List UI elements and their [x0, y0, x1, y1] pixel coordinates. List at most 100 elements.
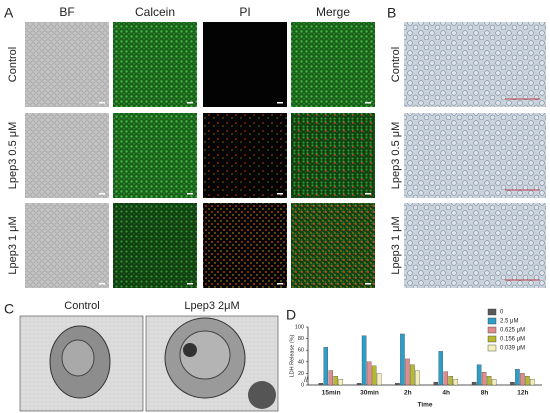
bar: [471, 381, 477, 386]
bar: [486, 376, 492, 386]
bar: [438, 351, 444, 386]
axis-break: //: [304, 377, 308, 384]
legend-swatch: [487, 317, 497, 325]
row-label: Lpep3 0.5 μM: [7, 122, 19, 190]
y-tick-label: 80: [298, 336, 304, 342]
micrograph: [113, 22, 197, 107]
micrograph: [113, 203, 197, 288]
micrograph: [25, 203, 109, 288]
bar: [481, 372, 487, 386]
y-tick-label: 100: [295, 324, 304, 330]
bar: [443, 371, 449, 386]
scale-bar: [277, 193, 283, 195]
x-tick-label: 30min: [360, 390, 379, 397]
bar: [520, 373, 525, 386]
panel-label: D: [286, 307, 296, 323]
scale-bar: [187, 193, 193, 195]
micrograph: [291, 113, 375, 198]
column-label: Lpep3 2μM: [184, 300, 239, 312]
bar: [318, 383, 324, 386]
scale-bar: [365, 193, 371, 195]
row-label: Lpep3 1 μM: [7, 216, 19, 274]
scale-bar: [277, 102, 283, 104]
bar: [530, 379, 535, 386]
micrograph: [291, 22, 375, 107]
x-axis-label: Time: [417, 402, 432, 409]
bar: [361, 335, 367, 386]
bar: [395, 383, 400, 386]
bar: [453, 379, 459, 386]
bar: [366, 361, 372, 386]
bar: [415, 370, 420, 386]
column-label: PI: [239, 5, 250, 19]
x-tick-label: 12h: [517, 390, 528, 397]
micrograph: [203, 203, 287, 288]
column-label: BF: [59, 5, 74, 19]
micrograph: [25, 113, 109, 198]
bar: [400, 333, 405, 386]
row-label: Control: [390, 47, 402, 82]
legend-swatch: [487, 335, 497, 343]
micrograph: [404, 113, 546, 198]
row-label: Control: [7, 47, 19, 82]
micrograph: [404, 203, 546, 288]
legend-swatch: [487, 344, 497, 352]
column-label: Control: [64, 300, 99, 312]
micrograph: [203, 22, 287, 107]
bar: [323, 347, 329, 386]
y-axis-label: LDH Release (%): [289, 334, 295, 377]
scale-bar: [99, 283, 105, 285]
bar: [476, 364, 482, 386]
bar: [433, 381, 439, 386]
bar: [448, 376, 454, 386]
panel-label: A: [4, 5, 14, 21]
column-label: Merge: [316, 5, 350, 19]
bar: [338, 379, 344, 386]
bar: [410, 364, 415, 386]
legend-label: 0.156 μM: [500, 337, 525, 343]
micrograph: [404, 22, 546, 107]
x-tick-label: 4h: [442, 390, 450, 397]
panel-label: C: [4, 301, 14, 317]
bar: [405, 358, 410, 386]
micrograph: [203, 113, 287, 198]
bar: [491, 379, 497, 386]
legend-swatch: [487, 326, 497, 334]
column-label: Calcein: [135, 5, 175, 19]
panel-label: B: [387, 5, 396, 21]
y-tick-label: 20: [298, 371, 304, 377]
legend-label: 0: [500, 310, 504, 316]
bar: [525, 376, 530, 386]
bar: [356, 383, 362, 386]
bar: [328, 370, 334, 386]
legend-swatch: [487, 308, 497, 316]
x-tick-label: 15min: [322, 390, 341, 397]
legend-label: 2.5 μM: [500, 319, 518, 325]
micrograph: [25, 22, 109, 107]
y-tick-label: 0: [301, 382, 304, 388]
x-tick-label: 2h: [404, 390, 412, 397]
bar: [333, 376, 339, 386]
scale-bar: [187, 283, 193, 285]
micrograph: [291, 203, 375, 288]
cell-debris: [248, 381, 276, 409]
legend-label: 0.039 μM: [500, 346, 525, 352]
scale-bar: [365, 102, 371, 104]
bar: [515, 369, 520, 386]
scale-bar: [187, 102, 193, 104]
y-tick-label: 60: [298, 348, 304, 354]
row-label: Lpep3 1 μM: [390, 216, 402, 274]
row-label: Lpep3 0.5 μM: [390, 122, 402, 190]
bar: [371, 365, 377, 386]
x-tick-label: 8h: [481, 390, 489, 397]
legend-label: 0.625 μM: [500, 328, 525, 334]
nucleus: [61, 339, 95, 377]
scale-bar: [277, 283, 283, 285]
nucleus: [179, 330, 231, 380]
scale-bar: [365, 283, 371, 285]
nucleolus: [183, 343, 197, 357]
micrograph: [113, 113, 197, 198]
scale-bar: [99, 193, 105, 195]
bar: [510, 381, 515, 386]
